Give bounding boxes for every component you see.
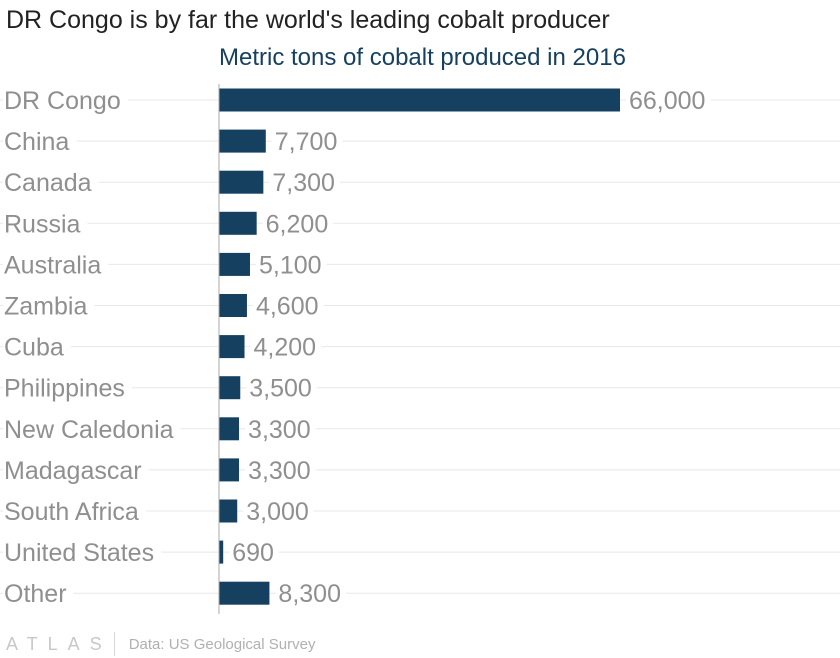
value-label-united-states: 690 (232, 539, 274, 567)
chart-subtitle: Metric tons of cobalt produced in 2016 (219, 44, 626, 71)
bar-philippines (219, 376, 241, 400)
label-backdrop-philippines (3, 372, 132, 403)
label-backdrop-canada (3, 167, 99, 198)
value-label-other: 8,300 (278, 580, 341, 608)
label-backdrop-new-caledonia (3, 413, 181, 444)
value-label-cuba: 4,200 (254, 334, 317, 362)
value-label-russia: 6,200 (266, 210, 329, 238)
label-backdrop-united-states (3, 537, 162, 568)
value-backdrop-dr-congo (626, 85, 711, 115)
category-label-dr-congo: DR Congo (4, 87, 121, 115)
category-label-zambia: Zambia (4, 293, 87, 321)
bar-russia (219, 211, 257, 235)
bar-dr-congo (219, 88, 620, 112)
bar-australia (219, 252, 250, 276)
category-label-philippines: Philippines (4, 375, 125, 403)
category-label-new-caledonia: New Caledonia (4, 416, 174, 444)
label-backdrop-china (3, 126, 77, 157)
label-backdrop-russia (3, 208, 88, 239)
value-backdrop-other (275, 578, 346, 609)
value-label-south-africa: 3,000 (246, 498, 309, 526)
value-label-philippines: 3,500 (249, 375, 312, 403)
value-backdrop-china (271, 126, 343, 157)
value-backdrop-zambia (252, 290, 324, 321)
label-backdrop-south-africa (3, 496, 146, 526)
value-backdrop-madagascar (245, 454, 316, 485)
value-label-zambia: 4,600 (256, 293, 319, 321)
category-label-united-states: United States (4, 539, 154, 567)
atlas-logo: ATLAS (6, 633, 112, 654)
value-backdrop-cuba (250, 331, 322, 362)
label-backdrop-dr-congo (3, 85, 128, 115)
label-backdrop-zambia (3, 290, 95, 321)
value-backdrop-south-africa (243, 496, 314, 526)
category-label-china: China (4, 128, 69, 156)
source-note: Data: US Geological Survey (128, 635, 316, 653)
category-label-cuba: Cuba (4, 334, 64, 362)
category-label-canada: Canada (4, 169, 92, 197)
value-label-new-caledonia: 3,300 (248, 416, 311, 444)
bar-united-states (219, 540, 224, 564)
value-backdrop-canada (269, 167, 340, 198)
value-backdrop-united-states (229, 537, 279, 568)
category-label-madagascar: Madagascar (4, 457, 142, 485)
bar-zambia (219, 294, 247, 317)
value-label-china: 7,700 (275, 128, 338, 156)
category-label-south-africa: South Africa (4, 498, 139, 526)
value-label-dr-congo: 66,000 (629, 87, 705, 115)
footer-divider (113, 632, 115, 656)
chart-title: DR Congo is by far the world's leading c… (6, 6, 610, 34)
bar-china (219, 129, 266, 153)
value-backdrop-australia (255, 249, 327, 280)
bar-chart: DR Congo 66,000 China 7,700 Canada 7,300 Russi… (0, 84, 840, 614)
label-backdrop-madagascar (3, 454, 149, 485)
label-backdrop-cuba (3, 331, 71, 362)
bar-south-africa (219, 499, 238, 523)
label-backdrop-australia (3, 249, 109, 280)
category-label-australia: Australia (4, 251, 101, 279)
bar-other (219, 581, 270, 605)
value-label-australia: 5,100 (259, 251, 322, 279)
value-backdrop-philippines (246, 372, 317, 403)
footer: ATLAS Data: US Geological Survey (6, 632, 315, 656)
bar-new-caledonia (219, 417, 240, 441)
bar-cuba (219, 335, 245, 359)
category-label-russia: Russia (4, 210, 81, 238)
bar-canada (219, 170, 264, 194)
bar-madagascar (219, 458, 240, 482)
value-backdrop-new-caledonia (245, 413, 316, 444)
value-label-canada: 7,300 (272, 169, 335, 197)
category-label-other: Other (4, 580, 67, 608)
label-backdrop-other (3, 578, 74, 609)
value-label-madagascar: 3,300 (248, 457, 311, 485)
value-backdrop-russia (262, 208, 334, 239)
